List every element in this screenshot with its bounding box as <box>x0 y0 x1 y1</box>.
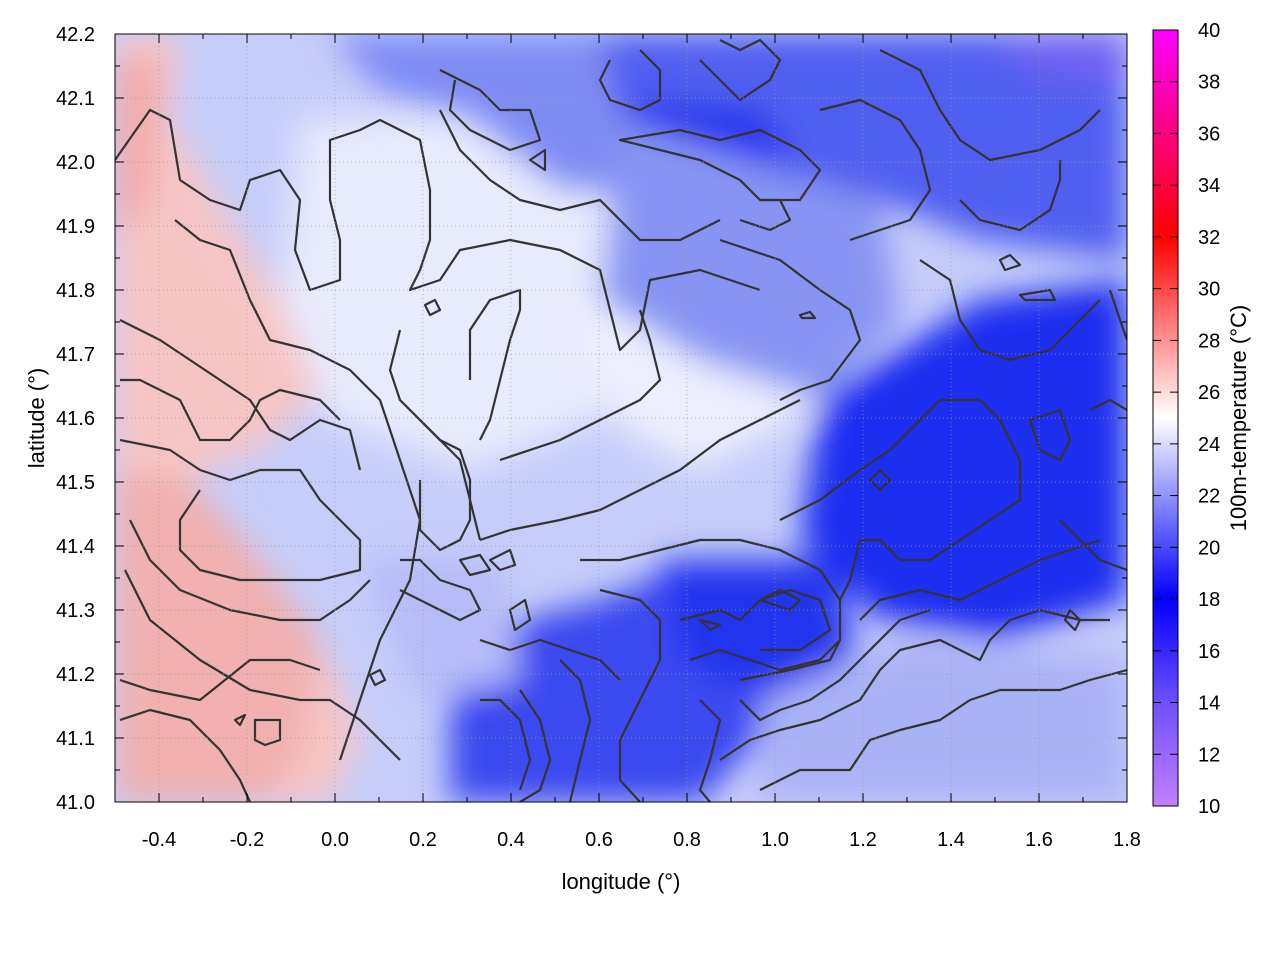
y-tick-label: 41.6 <box>56 408 95 430</box>
y-tick-label: 41.4 <box>56 536 95 558</box>
x-tick-label: 1.0 <box>761 829 789 851</box>
colorbar-tick-label: 22 <box>1198 486 1220 508</box>
y-tick-label: 41.2 <box>56 664 95 686</box>
colorbar-tick-label: 16 <box>1198 641 1220 663</box>
y-tick-label: 41.1 <box>56 728 95 750</box>
x-tick-label: 1.2 <box>849 829 877 851</box>
x-tick-label: 0.4 <box>497 829 525 851</box>
x-tick-label: 1.4 <box>937 829 965 851</box>
colorbar: 10 12 14 16 18 20 22 24 26 28 30 32 34 36 38 40 100m-te… <box>1152 20 1251 818</box>
x-tick-label: 1.8 <box>1113 829 1141 851</box>
x-tick-label: -0.4 <box>142 829 176 851</box>
colorbar-tick-label: 24 <box>1198 434 1220 456</box>
x-axis-label: longitude (°) <box>562 869 681 894</box>
colorbar-tick-label: 40 <box>1198 20 1220 42</box>
colorbar-label: 100m-temperature (°C) <box>1226 305 1251 531</box>
colorbar-tick-label: 20 <box>1198 537 1220 559</box>
x-tick-label: 0.2 <box>409 829 437 851</box>
colorbar-ticks: 10 12 14 16 18 20 22 24 26 28 30 32 34 36 38 40 <box>1153 20 1220 818</box>
colorbar-tick-label: 10 <box>1198 796 1220 818</box>
colorbar-gradient <box>1152 29 1179 807</box>
y-tick-label: 42.1 <box>56 88 95 110</box>
y-tick-label: 41.9 <box>56 216 95 238</box>
x-tick-label: 0.0 <box>321 829 349 851</box>
colorbar-tick-label: 28 <box>1198 330 1220 352</box>
y-axis: 41.0 41.1 41.2 41.3 41.4 41.5 41.6 41.7 41.8 41.9… <box>56 24 1127 814</box>
x-tick-label: 0.6 <box>585 829 613 851</box>
colorbar-tick-label: 32 <box>1198 227 1220 249</box>
colorbar-tick-label: 14 <box>1198 693 1220 715</box>
y-tick-label: 41.8 <box>56 280 95 302</box>
colorbar-tick-label: 36 <box>1198 123 1220 145</box>
y-tick-label: 41.3 <box>56 600 95 622</box>
colorbar-tick-label: 30 <box>1198 279 1220 301</box>
colorbar-tick-label: 26 <box>1198 382 1220 404</box>
y-tick-label: 42.2 <box>56 24 95 46</box>
colorbar-tick-label: 18 <box>1198 589 1220 611</box>
x-tick-label: 1.6 <box>1025 829 1053 851</box>
contour-lines <box>115 38 1127 802</box>
y-tick-label: 41.5 <box>56 472 95 494</box>
y-tick-label: 41.0 <box>56 792 95 814</box>
x-tick-label: -0.2 <box>230 829 264 851</box>
temperature-field <box>115 34 1127 802</box>
colorbar-tick-label: 12 <box>1198 744 1220 766</box>
x-tick-label: 0.8 <box>673 829 701 851</box>
colorbar-tick-label: 38 <box>1198 72 1220 94</box>
y-tick-label: 41.7 <box>56 344 95 366</box>
x-axis: -0.4 -0.2 0.0 0.2 0.4 0.6 0.8 1.0 1.2 1.4 1.6 1.8 <box>114 34 1141 851</box>
colorbar-tick-label: 34 <box>1198 175 1220 197</box>
y-tick-label: 42.0 <box>56 152 95 174</box>
y-axis-label: latitude (°) <box>24 368 49 469</box>
